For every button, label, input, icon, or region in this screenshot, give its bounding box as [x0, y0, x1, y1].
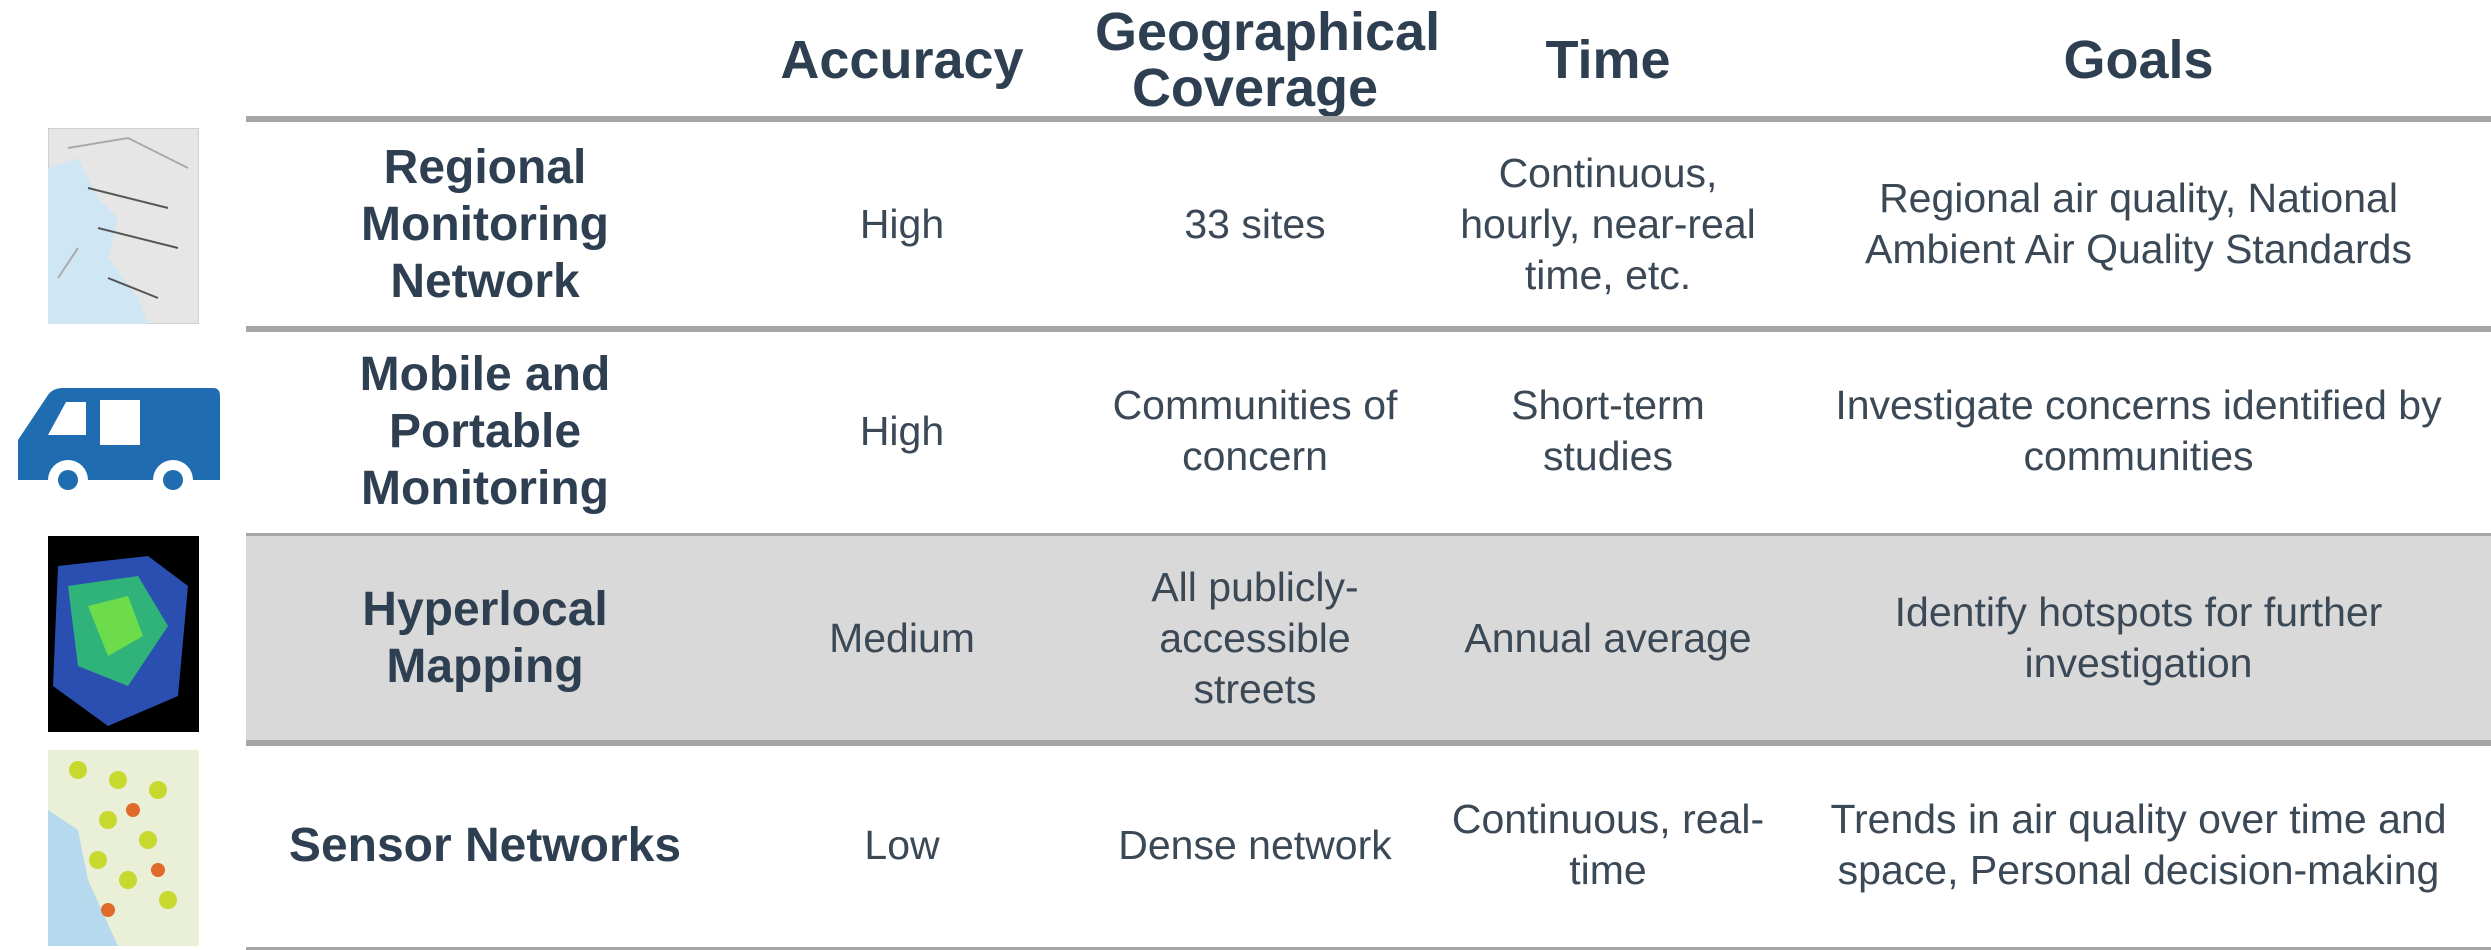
cell-time-text: Continuous, hourly, near-real time, etc.: [1460, 149, 1756, 298]
row-label-text: Mobile and Portable Monitoring: [359, 347, 611, 515]
row-label-text: Regional Monitoring Network: [361, 140, 609, 308]
row-rule: [246, 740, 2491, 746]
column-header: Accuracy: [724, 0, 1080, 119]
header-rule: [246, 116, 2491, 122]
cell-goals-text: Identify hotspots for further investigat…: [1894, 589, 2383, 686]
cell-accuracy: Low: [724, 743, 1080, 947]
row-label-text: Hyperlocal Mapping: [362, 583, 608, 693]
table-row: Sensor Networks Low Dense network Continuou…: [246, 743, 2491, 947]
cell-time: Continuous, real-time: [1430, 743, 1786, 947]
cell-coverage: 33 sites: [1080, 122, 1430, 326]
table-row: Mobile and Portable Monitoring High Commun…: [246, 329, 2491, 533]
cell-accuracy-text: Low: [864, 821, 940, 868]
cell-accuracy: High: [724, 122, 1080, 326]
cell-accuracy-text: High: [859, 407, 945, 454]
cell-accuracy: Medium: [724, 536, 1080, 740]
row-label-text: Sensor Networks: [288, 818, 682, 872]
row-label: Sensor Networks: [246, 743, 724, 947]
cell-coverage-text: Communities of concern: [1112, 382, 1398, 479]
row-label: Mobile and Portable Monitoring: [246, 329, 724, 533]
row-label: Regional Monitoring Network: [246, 122, 724, 326]
cell-goals-text: Trends in air quality over time and spac…: [1830, 796, 2447, 893]
map-icon: [48, 128, 199, 324]
cell-time: Continuous, hourly, near-real time, etc.: [1430, 122, 1786, 326]
cell-time-text: Short-term studies: [1511, 382, 1705, 479]
sensor-map-icon: [48, 750, 199, 946]
cell-goals-text: Regional air quality, National Ambient A…: [1865, 175, 2412, 272]
cell-coverage-text: 33 sites: [1184, 200, 1326, 247]
table-row: Regional Monitoring Network High 33 sites C…: [246, 122, 2491, 326]
table-row: Hyperlocal Mapping Medium All publicly-acc…: [246, 536, 2491, 740]
row-label: Hyperlocal Mapping: [246, 536, 724, 740]
cell-coverage: All publicly-accessible streets: [1080, 536, 1430, 740]
cell-coverage: Communities of concern: [1080, 329, 1430, 533]
cell-goals-text: Investigate concerns identified by commu…: [1835, 382, 2442, 479]
cell-time: Short-term studies: [1430, 329, 1786, 533]
cell-time-text: Annual average: [1464, 614, 1752, 661]
cell-accuracy-text: Medium: [829, 614, 975, 661]
column-header: Time: [1430, 0, 1786, 119]
cell-goals: Identify hotspots for further investigat…: [1786, 536, 2491, 740]
van-icon: [18, 388, 220, 500]
cell-coverage: Dense network: [1080, 743, 1430, 947]
column-header-text: Goals: [2063, 29, 2214, 90]
cell-goals: Investigate concerns identified by commu…: [1786, 329, 2491, 533]
row-rule: [246, 326, 2491, 332]
column-header-text: Geographical Coverage: [1095, 1, 1441, 118]
heatmap-icon: [48, 536, 199, 732]
cell-time-text: Continuous, real-time: [1451, 796, 1765, 893]
cell-time: Annual average: [1430, 536, 1786, 740]
cell-coverage-text: All publicly-accessible streets: [1151, 563, 1359, 712]
column-header-text: Accuracy: [780, 29, 1024, 90]
cell-accuracy-text: High: [859, 200, 945, 247]
cell-goals: Regional air quality, National Ambient A…: [1786, 122, 2491, 326]
column-header: Goals: [1786, 0, 2491, 119]
cell-goals: Trends in air quality over time and spac…: [1786, 743, 2491, 947]
column-header-text: Time: [1545, 29, 1671, 90]
cell-coverage-text: Dense network: [1118, 821, 1392, 868]
cell-accuracy: High: [724, 329, 1080, 533]
column-header: Geographical Coverage: [1080, 0, 1441, 119]
